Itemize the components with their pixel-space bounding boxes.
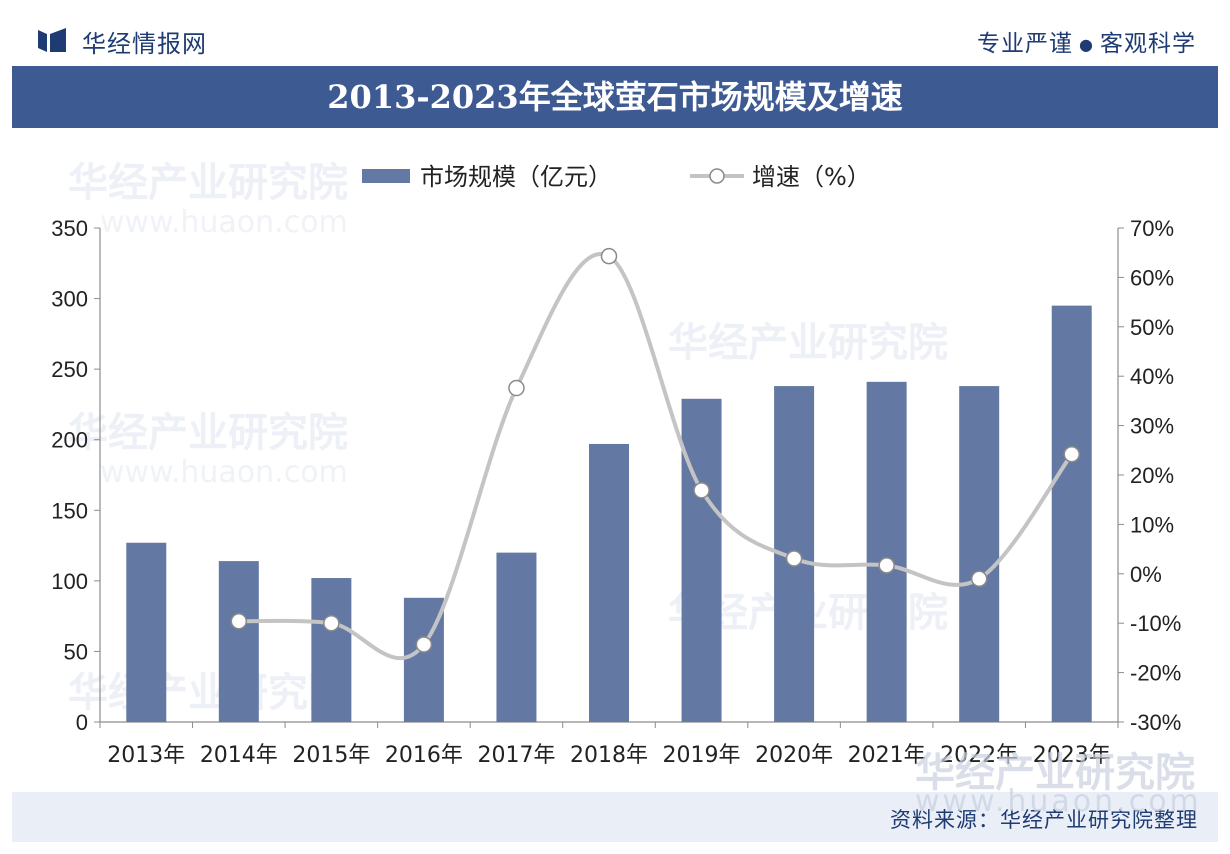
y-left-tick-label: 200: [51, 428, 88, 453]
y-right-tick-label: -20%: [1130, 661, 1181, 686]
x-tick-label: 2019年: [663, 743, 741, 768]
title-banner: 2013-2023年全球萤石市场规模及增速: [12, 66, 1218, 128]
growth-rate-point: [785, 550, 803, 567]
growth-rate-point: [323, 614, 340, 632]
y-right-tick-label: 40%: [1130, 364, 1174, 389]
footer-bar: 资料来源：华经产业研究院整理: [12, 792, 1218, 842]
growth-rate-point: [1063, 446, 1080, 463]
y-right-tick-label: -10%: [1130, 611, 1181, 636]
legend-bar-swatch: [362, 169, 410, 183]
bar-market-size: [496, 552, 537, 722]
growth-rate-point: [693, 482, 710, 499]
bar-market-size: [959, 386, 1000, 722]
growth-rate-point: [415, 636, 433, 653]
slogan: 专业严谨 ● 客观科学: [977, 24, 1196, 58]
y-right-tick-label: 50%: [1130, 315, 1174, 340]
legend-line-label: 增速（%）: [752, 163, 871, 191]
y-right-tick-label: 70%: [1130, 216, 1174, 241]
x-tick-label: 2015年: [292, 743, 370, 768]
x-tick-label: 2021年: [848, 743, 926, 768]
y-right-tick-label: 20%: [1130, 463, 1174, 488]
y-left-tick-label: 0: [76, 710, 88, 735]
bar-market-size: [218, 561, 259, 722]
bar-market-size: [311, 578, 352, 722]
bar-market-size: [1051, 305, 1092, 722]
growth-rate-point: [230, 612, 248, 630]
brand-name: 华经情报网: [82, 30, 207, 58]
growth-rate-point: [970, 570, 988, 587]
x-tick-label: 2020年: [755, 743, 833, 768]
growth-rate-point: [878, 557, 895, 574]
y-right-tick-label: 0%: [1130, 562, 1162, 587]
bar-market-size: [681, 398, 722, 722]
top-bar: 华经情报网 专业严谨 ● 客观科学: [12, 12, 1218, 64]
y-left-tick-label: 250: [51, 357, 88, 382]
y-left-tick-label: 300: [51, 287, 88, 312]
slogan-left: 专业严谨: [977, 31, 1074, 57]
x-tick-label: 2017年: [477, 743, 555, 768]
y-right-tick-label: -30%: [1130, 710, 1181, 735]
x-tick-label: 2014年: [200, 743, 278, 768]
chart-title: 2013-2023年全球萤石市场规模及增速: [327, 78, 903, 116]
y-left-tick-label: 100: [51, 569, 88, 594]
watermark-url: www.huaon.com: [915, 784, 1202, 819]
y-left-tick-label: 350: [51, 216, 88, 241]
x-tick-label: 2018年: [570, 743, 648, 768]
bar-market-size: [589, 443, 629, 722]
growth-rate-point: [600, 247, 618, 265]
source-note: 资料来源：华经产业研究院整理: [890, 808, 1198, 832]
legend-line-marker: [709, 168, 725, 184]
bar-market-size: [866, 381, 907, 722]
legend-bar-label: 市场规模（亿元）: [420, 163, 612, 191]
x-tick-label: 2013年: [107, 743, 185, 768]
watermark-text: 华经产业研究院: [915, 750, 1195, 796]
bar-market-size: [126, 542, 167, 722]
chart-canvas: 0 50 100 150 200 250 300 350 -30% -20% -10% 0% 10% 20…: [51, 163, 1181, 768]
growth-rate-point: [508, 379, 525, 397]
x-tick-label: 2023年: [1033, 743, 1111, 768]
x-tick-label: 2016年: [385, 743, 463, 768]
y-left-tick-label: 150: [51, 498, 88, 523]
x-tick-label: 2022年: [940, 743, 1018, 768]
y-right-tick-label: 60%: [1130, 265, 1174, 290]
y-left-tick-label: 50: [64, 639, 88, 664]
slogan-dot: ●: [1079, 35, 1094, 54]
growth-rate-line: [238, 252, 1074, 661]
y-right-tick-label: 30%: [1130, 414, 1174, 439]
brand-logo-icon: [38, 28, 66, 52]
y-right-tick-label: 10%: [1130, 512, 1174, 537]
slogan-right: 客观科学: [1100, 31, 1196, 57]
